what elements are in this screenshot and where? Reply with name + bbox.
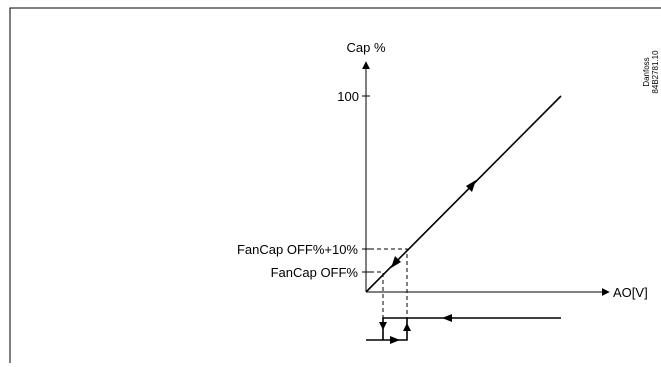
tick-label-100: 100: [337, 89, 359, 104]
arrow-down-on: [379, 322, 387, 330]
off-signal-line: [366, 318, 408, 341]
arrow-up-off: [403, 323, 411, 331]
level-upper-label: FanCap OFF%+10%: [237, 242, 358, 257]
dashed-guide-upper: [370, 248, 408, 318]
capacity-line: [365, 95, 562, 293]
x-axis-label: AO[V]: [613, 285, 648, 300]
doc-code-line2: 84B2781.10: [651, 50, 660, 94]
frame-border: [9, 7, 661, 363]
arrow-right-off: [390, 336, 400, 344]
y-axis-label: Cap %: [346, 40, 385, 55]
arrow-down-marker: [391, 256, 401, 268]
on-signal-line: [382, 317, 561, 340]
doc-code-line1: Danfoss: [642, 57, 651, 86]
arrow-up-marker: [466, 180, 476, 192]
arrow-left-on: [442, 314, 452, 322]
level-lower-label: FanCap OFF%: [271, 265, 359, 280]
